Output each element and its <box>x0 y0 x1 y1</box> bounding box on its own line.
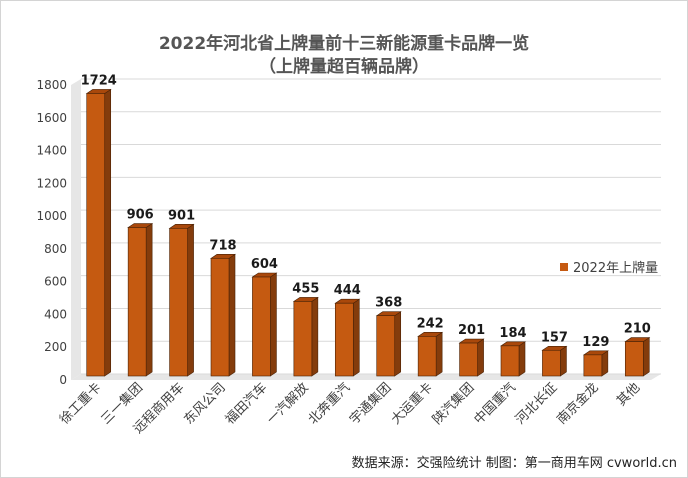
category-label: 大运重卡 <box>388 380 436 428</box>
category-label: 宇通集团 <box>346 380 394 428</box>
data-label: 901 <box>168 208 195 223</box>
bar-side <box>145 222 153 377</box>
chart-left-wall <box>71 79 81 380</box>
data-label: 604 <box>251 257 278 272</box>
data-label: 242 <box>417 316 444 331</box>
y-tick-label: 0 <box>59 373 67 387</box>
bar <box>458 338 485 377</box>
y-tick-label: 1400 <box>36 144 67 158</box>
gridlines <box>81 78 661 375</box>
bar-side <box>228 253 236 377</box>
bar-front <box>500 345 520 377</box>
bar-side <box>104 88 112 377</box>
bar-front <box>624 341 644 377</box>
bar-side <box>394 311 402 377</box>
bar-side <box>352 298 360 377</box>
bar-side <box>518 341 526 377</box>
bar-front <box>583 354 603 377</box>
chart-title: 2022年河北省上牌量前十三新能源重卡品牌一览 <box>159 33 529 54</box>
bar-front <box>169 228 188 377</box>
data-labels: 1724 906 901 718 604 455 444 368 242 201 184 157 129… <box>81 73 651 349</box>
bar <box>127 222 154 377</box>
bar <box>85 88 112 377</box>
bar-front <box>542 349 561 377</box>
bar-side <box>601 350 609 377</box>
chart-floor-and-wall <box>71 79 661 380</box>
y-tick-label: 600 <box>44 275 67 289</box>
data-label: 444 <box>334 283 361 298</box>
bar <box>210 253 236 377</box>
bar-side <box>560 345 567 377</box>
bar <box>582 350 609 377</box>
bar <box>541 345 568 377</box>
data-label: 210 <box>624 322 651 337</box>
data-label: 157 <box>541 330 568 345</box>
legend: 2022年上牌量 <box>560 260 658 276</box>
y-tick-label: 1600 <box>36 111 67 125</box>
y-tick-label: 800 <box>44 242 67 256</box>
bar-side <box>270 272 277 377</box>
bar-front <box>459 342 478 377</box>
data-label: 1724 <box>81 73 117 88</box>
bars <box>85 88 651 377</box>
bar <box>251 272 278 377</box>
data-label: 455 <box>292 281 319 296</box>
y-tick-label: 400 <box>44 307 67 321</box>
chart-subtitle: （上牌量超百辆品牌） <box>259 56 429 77</box>
y-tick-label: 1200 <box>36 176 67 190</box>
bar-front <box>210 258 230 377</box>
data-label: 184 <box>499 326 526 341</box>
data-label: 201 <box>458 323 485 338</box>
bar-front <box>334 302 354 377</box>
bar-front <box>127 227 147 377</box>
category-label: 东风公司 <box>181 380 228 427</box>
bar <box>500 341 526 377</box>
data-label: 718 <box>209 238 236 253</box>
chart-floor <box>71 374 661 380</box>
bar <box>417 331 444 377</box>
bar <box>375 311 402 377</box>
bar <box>292 296 319 377</box>
category-label: 一汽解放 <box>264 380 311 427</box>
category-label: 其他 <box>614 380 643 409</box>
data-label: 129 <box>582 335 609 350</box>
bar-front <box>376 315 396 377</box>
category-label: 河北长征 <box>513 380 560 427</box>
bar <box>334 298 361 377</box>
source-note: 数据来源：交强险统计 制图：第一商用车网 cvworld.cn <box>352 455 677 471</box>
bar <box>624 337 651 377</box>
data-label: 368 <box>375 296 402 311</box>
category-label: 福田汽车 <box>222 380 270 428</box>
bar-front <box>86 93 106 377</box>
category-label: 中国重汽 <box>471 380 519 428</box>
bar-side <box>311 296 319 377</box>
bar-front <box>293 301 313 377</box>
legend-swatch <box>560 263 568 271</box>
category-label: 陕汽集团 <box>429 380 477 428</box>
bar-side <box>477 338 484 377</box>
bar-side <box>435 331 443 377</box>
bar-front <box>252 276 271 377</box>
bar-side <box>642 337 650 377</box>
bar-side <box>187 223 194 377</box>
data-label: 906 <box>127 208 154 223</box>
y-tick-label: 1800 <box>36 78 67 92</box>
legend-label: 2022年上牌量 <box>573 260 658 276</box>
bar-front <box>417 336 437 377</box>
category-labels: 徐工重卡三一集团远程商用车东风公司福田汽车一汽解放北奔重汽宇通集团大运重卡陕汽集… <box>56 380 643 437</box>
category-label: 北奔重汽 <box>305 380 353 428</box>
category-label: 南京金龙 <box>554 380 602 428</box>
y-tick-label: 200 <box>44 340 67 354</box>
y-tick-label: 1000 <box>36 209 67 223</box>
bar <box>168 223 195 377</box>
y-axis-ticks: 0 200 400 600 800 1000 1200 1400 1600 1800 <box>36 78 67 387</box>
